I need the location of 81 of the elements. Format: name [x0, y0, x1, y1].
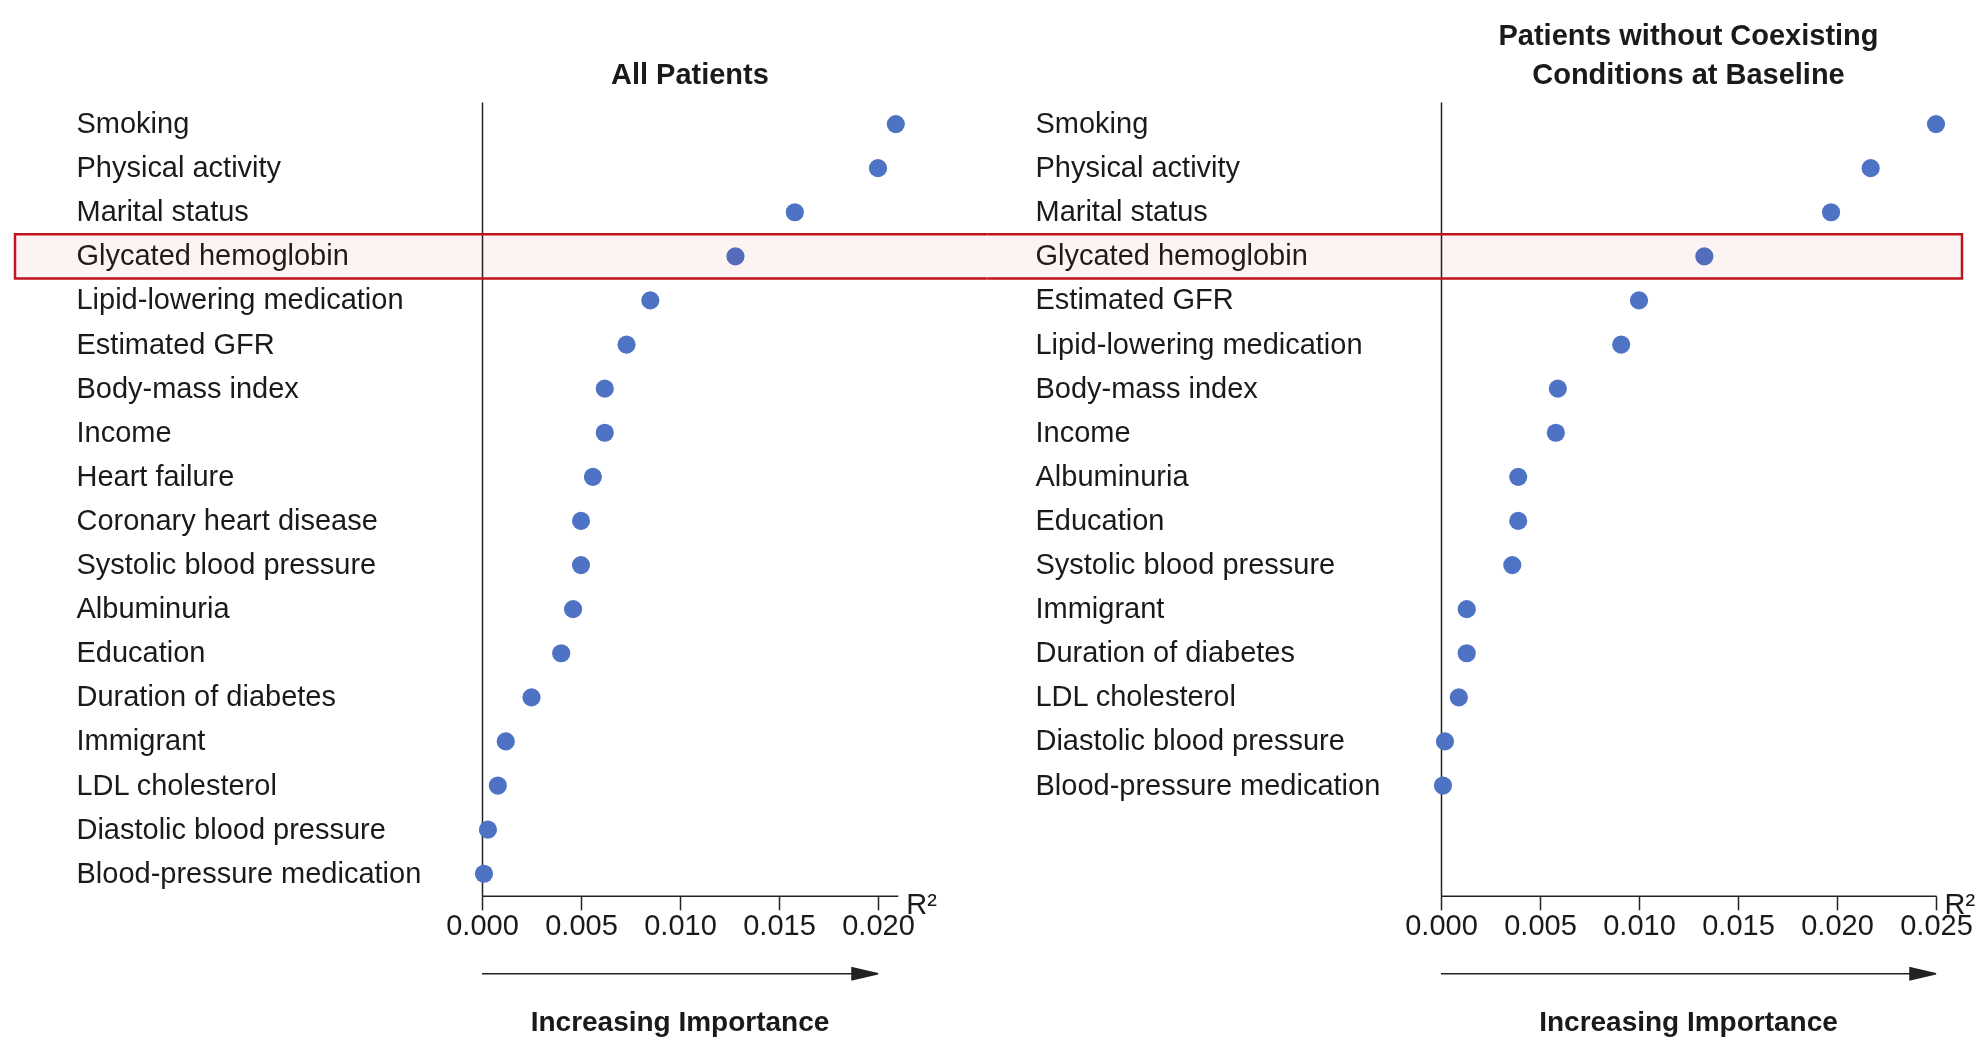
point [785, 203, 804, 222]
y-tick-label: Smoking [76, 107, 190, 140]
y-tick-label: Systolic blood pressure [1035, 548, 1336, 581]
x-tick-label: 0.015 [1702, 909, 1775, 942]
point [564, 600, 583, 619]
y-tick-label: Blood-pressure medication [76, 856, 422, 889]
point [1861, 159, 1880, 178]
text: Increasing Importance [530, 1005, 830, 1037]
y-tick-label: Education [1035, 503, 1165, 536]
y-tick-label: Systolic blood pressure [76, 548, 377, 581]
point [571, 555, 591, 575]
y-tick-label: Lipid-lowering medication [76, 283, 404, 316]
y-tick-label: LDL cholesterol [1035, 680, 1236, 713]
y-tick-label: Duration of diabetes [76, 680, 336, 713]
point [522, 688, 541, 707]
point [1509, 467, 1528, 486]
y-tick-label: Income [1035, 415, 1131, 448]
point [1509, 511, 1528, 531]
y-tick-label: Heart failure [76, 459, 235, 492]
y-tick-label: Albuminuria [1035, 459, 1190, 492]
point [488, 776, 507, 795]
y-tick-label: Marital status [1035, 195, 1208, 228]
y-tick-label: Blood-pressure medication [1035, 768, 1381, 801]
y-tick-label: Diastolic blood pressure [1035, 724, 1345, 757]
y-tick-label: Coronary heart disease [76, 503, 378, 536]
point [571, 511, 591, 531]
x-tick-label: 0.020 [1801, 909, 1874, 942]
point [1449, 688, 1468, 707]
point [617, 335, 636, 354]
y-tick-label: Physical activity [76, 151, 282, 184]
x-tick-label: 0.000 [446, 909, 519, 942]
point [1435, 732, 1455, 751]
y-tick-label: LDL cholesterol [76, 768, 277, 801]
point [1503, 555, 1522, 575]
x-tick-label: 0.010 [1603, 909, 1676, 942]
y-tick-label: Estimated GFR [76, 327, 275, 360]
y-tick-label: Albuminuria [76, 592, 231, 625]
point [552, 644, 571, 663]
y-tick-label: Body-mass index [1035, 371, 1259, 404]
y-tick-label: Income [76, 415, 172, 448]
y-tick-label: Duration of diabetes [1035, 636, 1295, 669]
point [1612, 335, 1631, 354]
point [474, 864, 494, 883]
y-tick-label: Lipid-lowering medication [1035, 327, 1363, 360]
x-tick-label: 0.005 [545, 909, 618, 942]
point [1433, 776, 1453, 795]
y-tick-label: Glycated hemoglobin [1035, 239, 1308, 272]
point [1546, 423, 1565, 442]
point [478, 820, 498, 839]
point [726, 247, 745, 266]
y-tick-label: Education [76, 636, 206, 669]
point [1695, 247, 1714, 266]
y-tick-label: Glycated hemoglobin [76, 239, 349, 272]
point [868, 159, 888, 178]
point [583, 467, 602, 486]
x-tick-label: 0.015 [743, 909, 816, 942]
y-tick-label: Diastolic blood pressure [76, 812, 386, 845]
chart-title: All Patients [610, 58, 769, 90]
y-tick-label: Physical activity [1035, 151, 1241, 184]
point [1926, 114, 1946, 134]
point [1457, 644, 1476, 663]
point [496, 732, 515, 751]
point [1548, 379, 1567, 398]
x-tick-label: 0.010 [644, 909, 717, 942]
point [1821, 203, 1841, 222]
y-tick-label: Marital status [76, 195, 249, 228]
y-tick-label: Body-mass index [76, 371, 300, 404]
point [886, 114, 905, 134]
point [595, 379, 614, 398]
chart-title: Patients without Coexisting Conditions at Baseline [1498, 19, 1879, 90]
point [1457, 600, 1476, 619]
point [595, 423, 614, 442]
point [1629, 291, 1649, 310]
y-tick-label: Immigrant [1035, 592, 1165, 625]
text: Increasing Importance [1539, 1005, 1838, 1037]
y-tick-label: Smoking [1035, 107, 1149, 140]
x-tick-label: 0.000 [1405, 909, 1478, 942]
point [641, 291, 660, 310]
x-tick-label: 0.005 [1504, 909, 1577, 942]
y-tick-label: Immigrant [76, 724, 206, 757]
y-tick-label: Estimated GFR [1035, 283, 1234, 316]
